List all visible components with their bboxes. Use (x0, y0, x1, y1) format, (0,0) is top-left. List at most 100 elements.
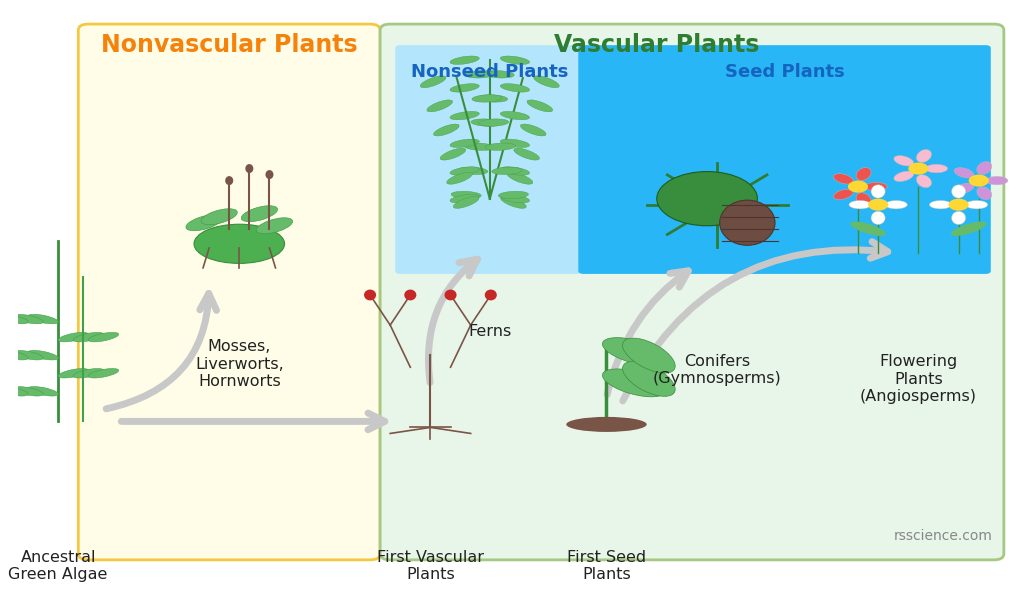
Ellipse shape (849, 200, 871, 209)
Ellipse shape (916, 149, 932, 163)
Ellipse shape (88, 332, 119, 342)
Ellipse shape (850, 222, 886, 236)
FancyBboxPatch shape (579, 45, 991, 274)
Ellipse shape (501, 56, 529, 64)
Ellipse shape (856, 167, 871, 181)
Ellipse shape (0, 314, 29, 324)
Ellipse shape (566, 417, 647, 432)
Ellipse shape (499, 191, 528, 199)
Ellipse shape (0, 350, 29, 360)
Ellipse shape (246, 164, 253, 173)
Ellipse shape (534, 76, 559, 88)
Ellipse shape (501, 194, 529, 203)
Ellipse shape (930, 200, 951, 209)
Ellipse shape (951, 211, 966, 225)
Ellipse shape (12, 350, 43, 360)
Text: Nonvascular Plants: Nonvascular Plants (101, 33, 357, 57)
Ellipse shape (444, 290, 457, 300)
Ellipse shape (871, 211, 885, 225)
Ellipse shape (201, 209, 238, 225)
FancyBboxPatch shape (395, 45, 582, 274)
Ellipse shape (73, 368, 103, 378)
Ellipse shape (12, 314, 43, 324)
Ellipse shape (501, 167, 529, 175)
Ellipse shape (977, 187, 992, 200)
Ellipse shape (954, 167, 974, 178)
Ellipse shape (465, 70, 496, 78)
Ellipse shape (364, 290, 376, 300)
Ellipse shape (0, 386, 29, 396)
Ellipse shape (501, 196, 526, 208)
Ellipse shape (478, 119, 509, 126)
FancyBboxPatch shape (380, 24, 1004, 560)
Ellipse shape (485, 143, 515, 150)
Ellipse shape (58, 368, 88, 378)
Ellipse shape (477, 95, 508, 102)
Text: First Seed
Plants: First Seed Plants (567, 550, 646, 582)
Ellipse shape (450, 194, 479, 203)
Ellipse shape (834, 189, 853, 200)
Ellipse shape (464, 143, 495, 150)
Text: Ancestral
Green Algae: Ancestral Green Algae (8, 550, 108, 582)
Ellipse shape (720, 200, 775, 246)
Ellipse shape (871, 185, 885, 198)
Ellipse shape (28, 350, 58, 360)
Ellipse shape (527, 100, 553, 112)
Ellipse shape (433, 124, 459, 136)
Ellipse shape (951, 222, 986, 236)
Text: Vascular Plants: Vascular Plants (554, 33, 760, 57)
Ellipse shape (472, 95, 502, 102)
Ellipse shape (450, 111, 479, 120)
Ellipse shape (73, 332, 103, 342)
Ellipse shape (894, 171, 913, 182)
Ellipse shape (520, 124, 546, 136)
Text: First Vascular
Plants: First Vascular Plants (377, 550, 484, 582)
Ellipse shape (623, 338, 675, 373)
Ellipse shape (420, 76, 446, 88)
Ellipse shape (427, 100, 453, 112)
Ellipse shape (28, 314, 58, 324)
Ellipse shape (916, 175, 932, 188)
Ellipse shape (514, 148, 540, 160)
Ellipse shape (450, 139, 479, 147)
Ellipse shape (602, 369, 666, 397)
Ellipse shape (501, 139, 529, 147)
Ellipse shape (951, 185, 966, 198)
Ellipse shape (966, 200, 988, 209)
Ellipse shape (484, 290, 497, 300)
Ellipse shape (446, 172, 472, 184)
Ellipse shape (885, 200, 907, 209)
Ellipse shape (194, 224, 285, 264)
Circle shape (868, 199, 888, 211)
Ellipse shape (88, 368, 119, 378)
Text: Ferns: Ferns (468, 324, 511, 338)
Ellipse shape (225, 176, 233, 185)
Ellipse shape (265, 170, 273, 179)
Ellipse shape (623, 361, 675, 396)
Text: Nonseed Plants: Nonseed Plants (411, 63, 568, 81)
Ellipse shape (58, 332, 88, 342)
Ellipse shape (834, 173, 853, 184)
Text: Conifers
(Gymnosperms): Conifers (Gymnosperms) (652, 354, 781, 386)
Ellipse shape (856, 193, 871, 206)
Ellipse shape (458, 167, 487, 175)
Ellipse shape (986, 176, 1008, 185)
Circle shape (948, 199, 969, 211)
Circle shape (969, 175, 989, 187)
Ellipse shape (256, 218, 293, 234)
Ellipse shape (865, 182, 887, 191)
Ellipse shape (454, 196, 479, 208)
Ellipse shape (450, 84, 479, 92)
Ellipse shape (186, 215, 222, 231)
Ellipse shape (242, 206, 278, 222)
Text: Seed Plants: Seed Plants (725, 63, 845, 81)
Circle shape (848, 181, 868, 193)
Ellipse shape (501, 84, 529, 92)
Ellipse shape (977, 161, 992, 175)
Text: Mosses,
Liverworts,
Hornworts: Mosses, Liverworts, Hornworts (195, 340, 284, 389)
Ellipse shape (656, 172, 758, 226)
Ellipse shape (954, 183, 974, 194)
Text: rsscience.com: rsscience.com (894, 529, 993, 543)
Ellipse shape (404, 290, 417, 300)
Ellipse shape (28, 386, 58, 396)
